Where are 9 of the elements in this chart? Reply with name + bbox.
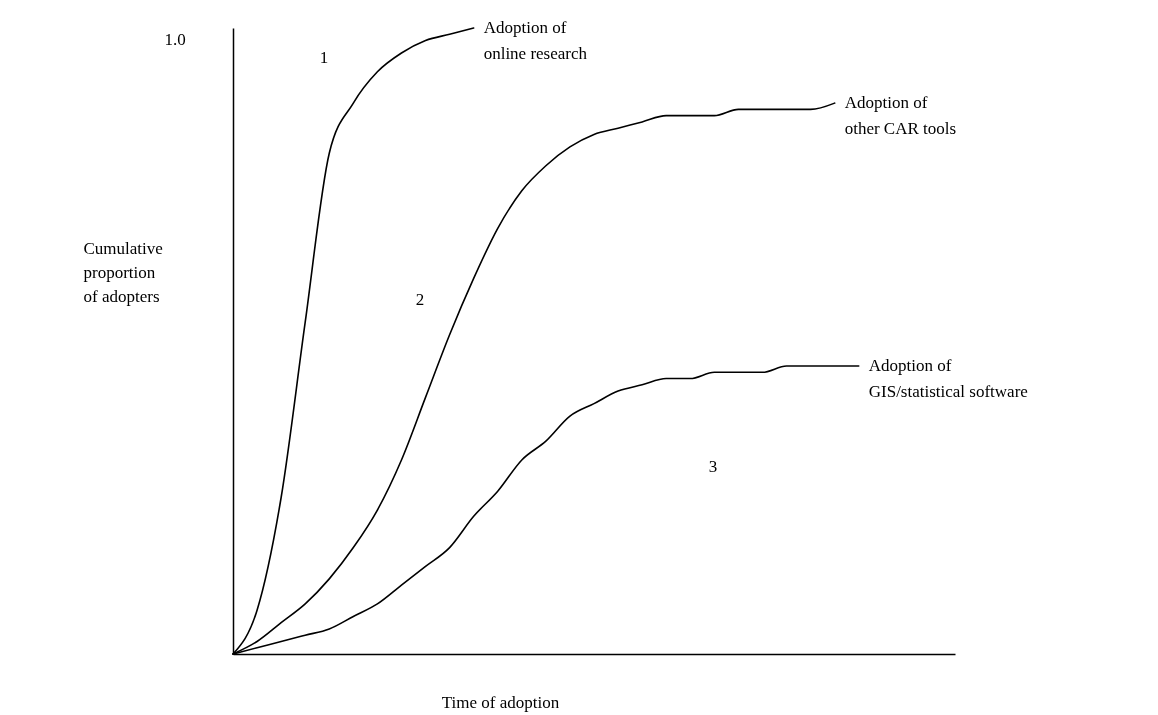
x-axis-title: Time of adoption <box>441 692 560 712</box>
annotation: 3 <box>708 457 718 476</box>
series-label: Adoption of GIS/statistical software <box>868 356 1028 402</box>
y-axis-title: Cumulative proportion of adopters <box>83 238 163 306</box>
series-label: Adoption of online research <box>483 18 588 63</box>
annotation: 1 <box>319 48 329 67</box>
text: 1.0 <box>164 30 186 49</box>
series-label: Adoption of other CAR tools <box>844 93 957 139</box>
annotation: 2 <box>415 290 425 309</box>
